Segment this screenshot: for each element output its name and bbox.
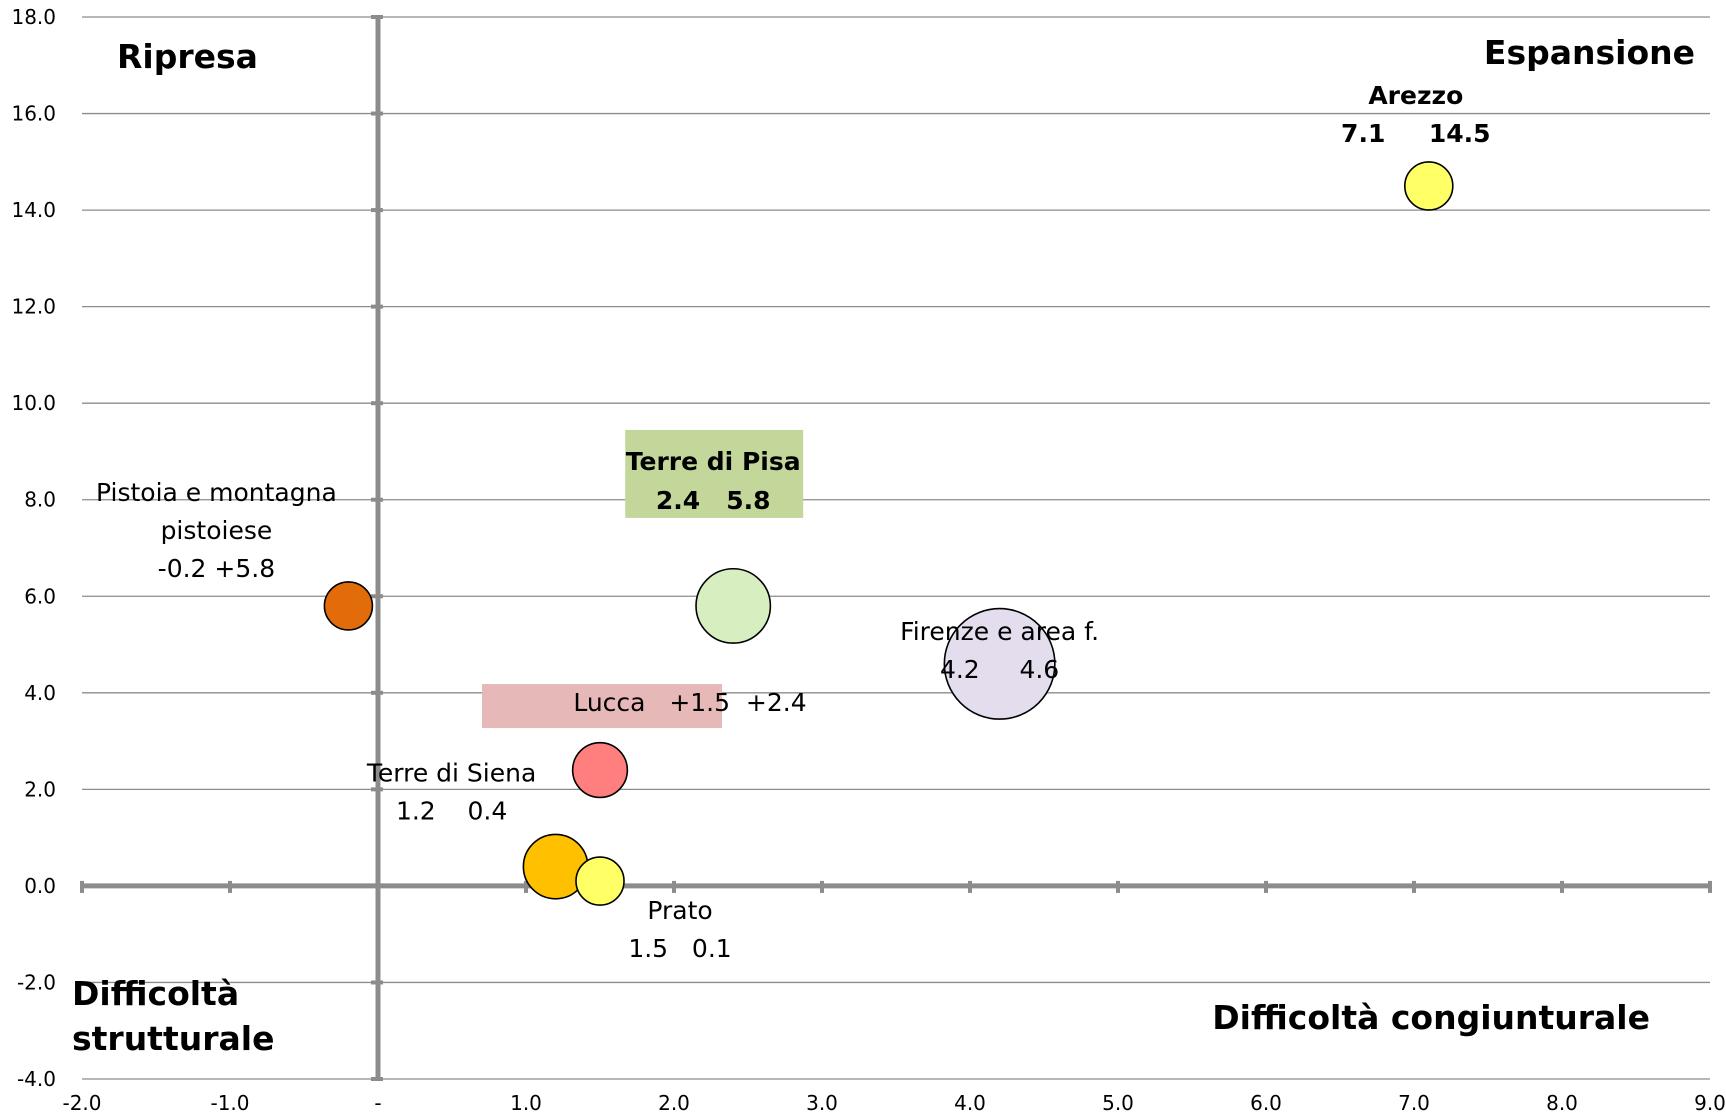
y-tick-label: 2.0 [24,777,56,801]
bubble [571,741,629,799]
x-tick-label: 3.0 [806,1091,838,1112]
x-tick-label: 1.0 [510,1091,542,1112]
point-label: Lucca +1.5 +2.4 [573,688,806,717]
x-tick-label: 4.0 [954,1091,986,1112]
x-tick-label: 7.0 [1398,1091,1430,1112]
bubble [695,567,772,644]
y-tick-label: 0.0 [24,874,56,898]
point-label: pistoiese [161,516,273,545]
point-label: 1.5 0.1 [628,934,731,963]
x-tick-label: 5.0 [1102,1091,1134,1112]
bubble [943,607,1056,720]
x-tick-label: 8.0 [1546,1091,1578,1112]
bubble [1404,161,1454,211]
point-label: 4.2 4.6 [940,655,1059,684]
quadrant-label-espansione: Espansione [1484,33,1695,72]
y-tick-label: 12.0 [11,295,56,319]
point-label: Firenze e area f. [900,617,1099,646]
point-label: 2.4 5.8 [656,486,771,515]
y-tick-label: -4.0 [17,1067,56,1091]
gridlines [82,16,1710,1080]
x-tick-label: 9.0 [1694,1091,1726,1112]
y-tick-label: -2.0 [17,970,56,994]
y-tick-label: 14.0 [11,198,56,222]
point-label: Pistoia e montagna [96,478,337,507]
point-label: Prato [647,896,712,925]
x-axis-tick-labels: -2.0 -1.0-1.0 2.0 3.0 4.0 5.0 6.0 7.0 8.0 9.0 [62,1091,1725,1112]
point-label-background [482,684,722,729]
x-tick-label: 2.0 [658,1091,690,1112]
point-label: -0.2 +5.8 [158,554,275,583]
y-tick-label: 6.0 [24,584,56,608]
point-label: Terre di Pisa [626,447,801,476]
point-label: 1.2 0.4 [396,797,507,826]
y-tick-label: 10.0 [11,391,56,415]
point-labels: Pistoia e montagna pistoiese -0.2 +5.8 Arez… [96,81,1491,963]
x-tick-label: 6.0 [1250,1091,1282,1112]
point-label: 7.1 14.5 [1341,119,1491,148]
x-tick-label: -1.0 [210,1091,249,1112]
y-tick-label: 8.0 [24,488,56,512]
point-label: Terre di Siena [366,759,536,788]
bubble [323,581,374,631]
quadrant-label-difficolta-strutturale-line1: Difficoltà [72,974,239,1013]
point-label: Arezzo [1368,81,1463,110]
bubbles [323,161,1454,906]
axes [80,15,1712,1081]
x-tick-label: - [374,1091,381,1112]
point-label-background [625,429,804,518]
y-tick-label: 16.0 [11,102,56,126]
quadrant-label-difficolta-strutturale-line2: strutturale [72,1019,274,1058]
y-tick-label: 4.0 [24,681,56,705]
quadrant-label-difficolta-congiunturale: Difficoltà congiunturale [1212,998,1650,1037]
bubble [575,856,625,906]
y-axis-tick-labels: -4.0 -2.0 0.0 2.0 4.0 6.0 8.0 10.0 12.0 14.0 16.0 1… [11,5,56,1091]
x-tick-label: -2.0 [62,1091,101,1112]
y-tick-label: 18.0 [11,5,56,29]
quadrant-label-ripresa: Ripresa [117,37,258,76]
